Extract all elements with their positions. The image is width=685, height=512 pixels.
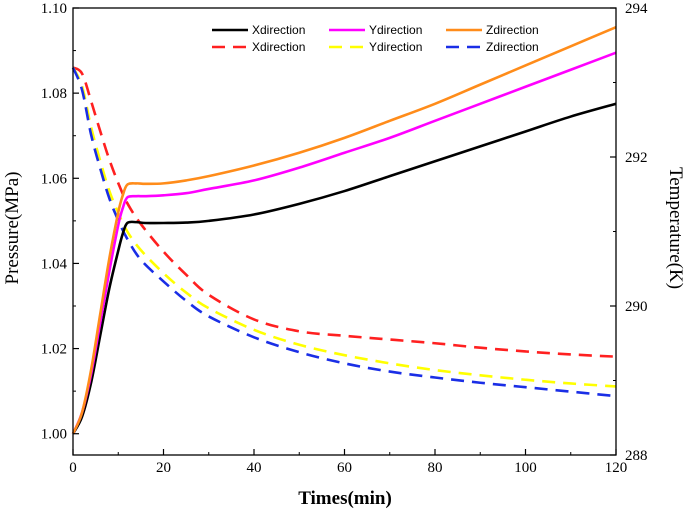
series-layer [71, 25, 617, 435]
legend-label-solid-zdirection: Zdirection [486, 23, 539, 37]
x-tick-label: 60 [337, 460, 352, 476]
series-line-solid-zdirection [71, 25, 617, 435]
x-tick-label: 80 [428, 460, 443, 476]
y-left-tick-label: 1.04 [41, 256, 68, 272]
legend-label-dashed-xdirection: Xdirection [252, 40, 305, 54]
y-right-tick-label: 294 [625, 1, 648, 17]
x-tick-label: 40 [247, 460, 262, 476]
legend-label-dashed-zdirection: Zdirection [486, 40, 539, 54]
y-right-tick-label: 288 [625, 448, 648, 464]
legend: Xdirection Ydirection Zdirection Xdirection… [212, 23, 539, 54]
series-line-dashed-xdirection [72, 66, 617, 358]
series-line-solid-xdirection [71, 102, 617, 435]
series-line-dashed-ydirection [71, 66, 617, 388]
legend-label-solid-xdirection: Xdirection [252, 23, 305, 37]
y-left-tick-label: 1.10 [41, 1, 67, 17]
y-left-tick-label: 1.08 [41, 86, 67, 102]
plot-frame [72, 7, 617, 456]
x-tick-label: 100 [514, 460, 537, 476]
right-y-axis-title: Temperature(K) [665, 167, 685, 289]
y-left-tick-label: 1.06 [41, 171, 68, 187]
x-tick-label: 0 [69, 460, 77, 476]
legend-label-solid-ydirection: Ydirection [369, 23, 422, 37]
y-left-tick-label: 1.02 [41, 342, 67, 358]
x-tick-label: 120 [605, 460, 628, 476]
y-right-tick-label: 290 [625, 299, 648, 315]
series-line-solid-ydirection [71, 51, 617, 435]
x-tick-label: 20 [156, 460, 171, 476]
legend-label-dashed-ydirection: Ydirection [369, 40, 422, 54]
x-axis-title: Times(min) [298, 488, 392, 509]
y-right-tick-label: 292 [625, 150, 648, 166]
axes-layer: 0 20 40 60 80 100 120 1.00 1.02 1.04 1.06 1.08 1.10 2… [41, 1, 648, 476]
y-left-tick-label: 1.00 [41, 427, 67, 443]
series-line-dashed-zdirection [71, 67, 617, 398]
left-y-axis-title: Pressure(MPa) [2, 172, 23, 285]
